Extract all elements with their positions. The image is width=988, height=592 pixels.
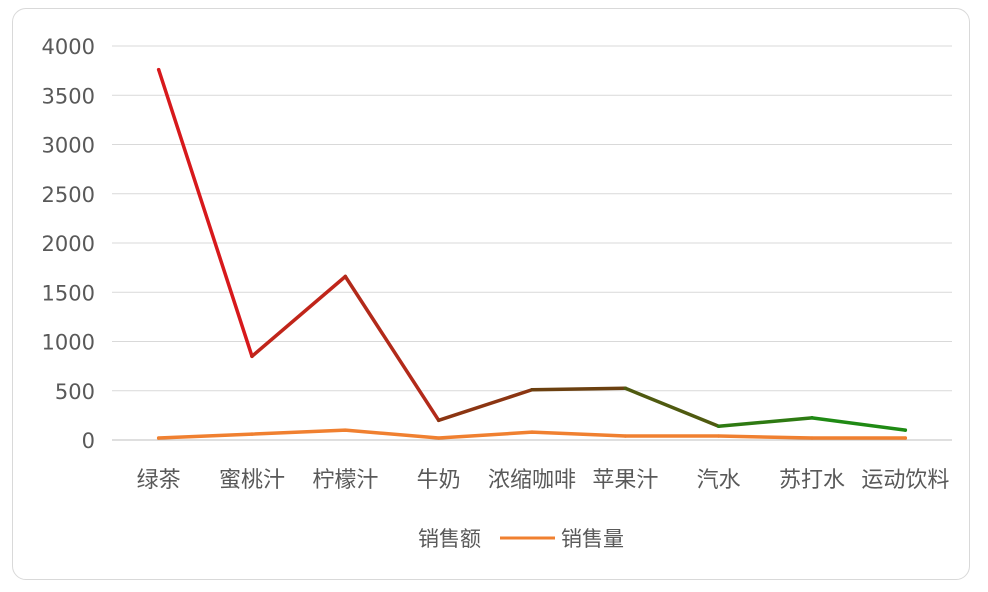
sales-amount-segment bbox=[436, 388, 534, 423]
sales-amount-segment bbox=[810, 416, 908, 432]
y-tick-label: 2500 bbox=[42, 183, 95, 207]
sales-quantity-point bbox=[250, 432, 254, 436]
sales-amount-point bbox=[156, 67, 161, 72]
sales-quantity-point bbox=[810, 436, 814, 440]
y-tick-label: 3000 bbox=[42, 134, 95, 158]
chart-frame bbox=[12, 8, 970, 580]
sales-amount-point bbox=[530, 388, 534, 392]
x-category-label: 柠檬汁 bbox=[312, 468, 378, 493]
series-sales-amount bbox=[156, 67, 908, 432]
sales-quantity-point bbox=[343, 428, 348, 432]
legend-label-sales-quantity: 销售量 bbox=[561, 527, 624, 551]
sales-amount-segment bbox=[343, 274, 441, 423]
x-category-label: 苏打水 bbox=[779, 468, 845, 493]
sales-amount-segment bbox=[530, 386, 628, 392]
sales-quantity-point bbox=[716, 434, 721, 438]
x-category-label: 汽水 bbox=[697, 468, 741, 493]
x-category-label: 苹果汁 bbox=[592, 468, 658, 493]
series-sales-quantity bbox=[156, 428, 908, 440]
y-tick-label: 0 bbox=[82, 429, 95, 453]
sales-amount-point bbox=[716, 424, 721, 428]
y-tick-label: 1500 bbox=[42, 281, 95, 305]
x-category-label: 浓缩咖啡 bbox=[488, 468, 576, 493]
sales-quantity-point bbox=[156, 436, 161, 440]
y-tick-label: 4000 bbox=[42, 35, 95, 59]
y-tick-label: 1000 bbox=[42, 331, 95, 355]
sales-amount-segment bbox=[250, 274, 348, 359]
sales-amount-point bbox=[250, 354, 254, 358]
legend-label-sales-amount: 销售额 bbox=[418, 527, 481, 551]
x-category-label: 绿茶 bbox=[137, 468, 181, 493]
sales-amount-point bbox=[343, 274, 348, 279]
x-category-label: 牛奶 bbox=[417, 468, 461, 493]
sales-quantity-point bbox=[436, 436, 441, 440]
gridlines bbox=[112, 45, 952, 441]
sales-quantity-point bbox=[530, 430, 534, 434]
sales-quantity-point bbox=[903, 436, 908, 440]
y-tick-label: 500 bbox=[55, 380, 95, 404]
x-category-label: 运动饮料 bbox=[861, 468, 949, 493]
sales-quantity-point bbox=[623, 434, 628, 438]
sales-amount-segment bbox=[716, 416, 814, 428]
sales-amount-segment bbox=[623, 386, 721, 428]
sales-amount-segment bbox=[156, 67, 254, 359]
sales-amount-point bbox=[810, 416, 814, 420]
sales-amount-point bbox=[623, 386, 628, 390]
y-tick-label: 2000 bbox=[42, 232, 95, 256]
sales-amount-point bbox=[903, 428, 908, 432]
sales-amount-point bbox=[436, 418, 441, 422]
x-axis-categories: 绿茶 蜜桃汁 柠檬汁 牛奶 浓缩咖啡 苹果汁 汽水 苏打水 运动饮料 bbox=[137, 468, 950, 493]
y-tick-label: 3500 bbox=[42, 84, 95, 108]
y-axis-ticks: 0 500 1000 1500 2000 2500 3000 3500 4000 bbox=[42, 35, 95, 453]
x-category-label: 蜜桃汁 bbox=[219, 468, 285, 493]
legend: 销售额 销售量 bbox=[357, 527, 624, 551]
